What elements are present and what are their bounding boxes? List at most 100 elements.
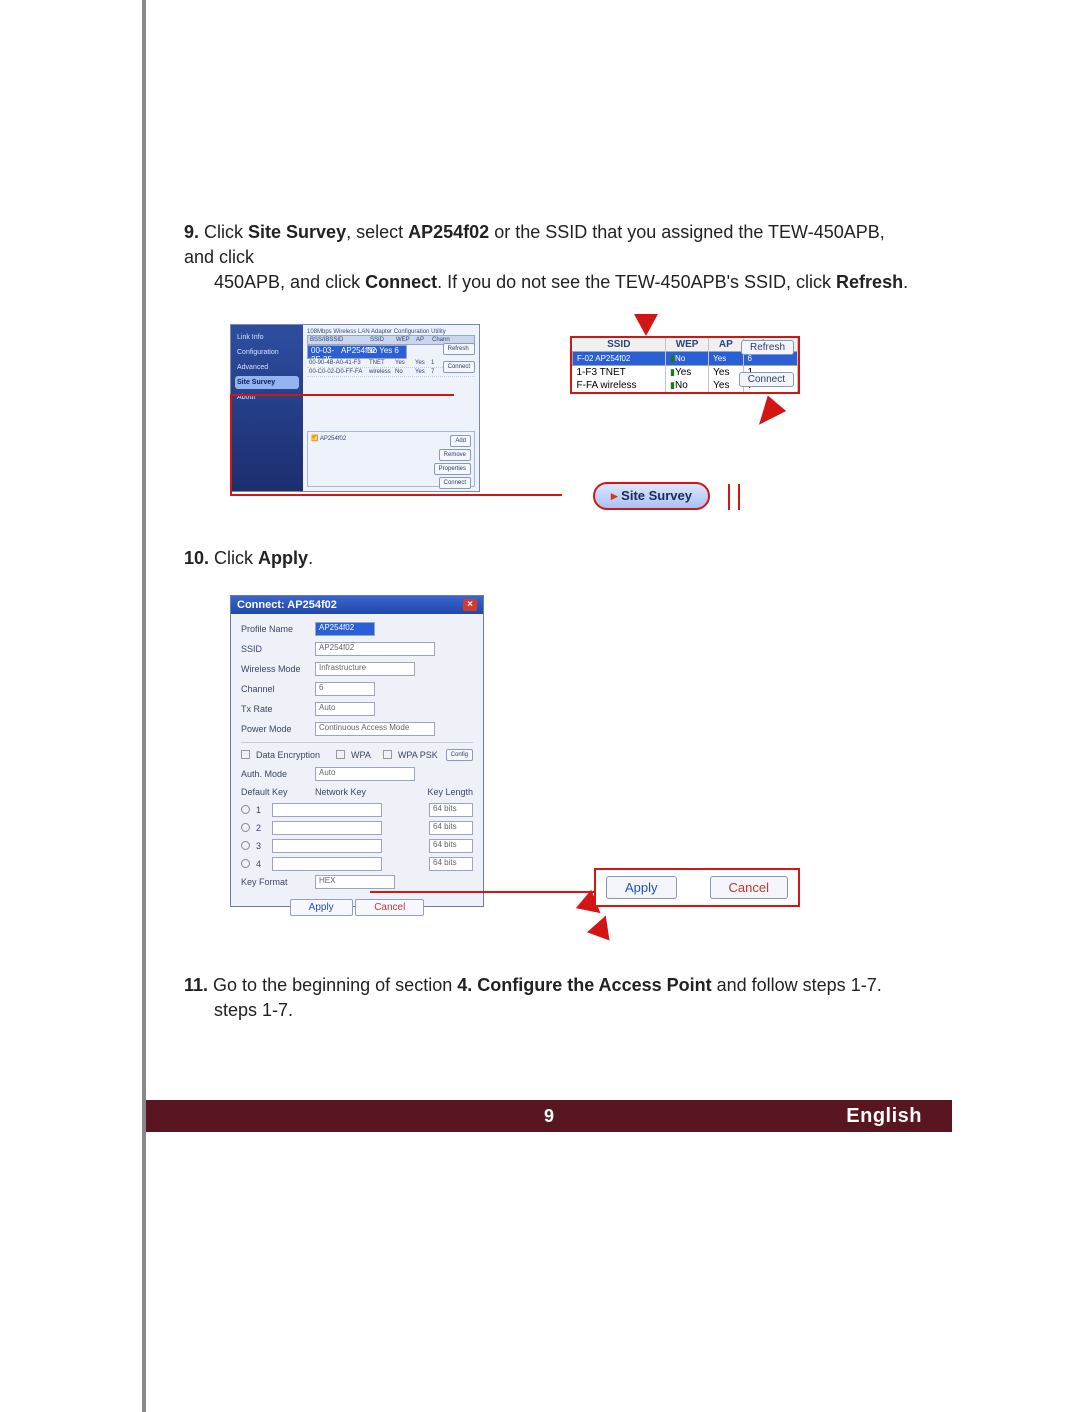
content-area: 9. Click Site Survey, select AP254f02 or… xyxy=(146,0,952,1023)
page-footer: 9 English xyxy=(146,1100,952,1132)
close-icon[interactable]: × xyxy=(463,599,477,611)
txrate-select[interactable]: Auto xyxy=(315,702,375,716)
network-key-input[interactable] xyxy=(272,839,382,853)
step-10: 10. Click Apply. xyxy=(184,546,914,571)
apply-button[interactable]: Apply xyxy=(606,876,677,899)
label: Data Encryption xyxy=(256,750,320,760)
bold: Site Survey xyxy=(248,222,346,242)
t: , select xyxy=(346,222,408,242)
step-text: Click Site Survey, select AP254f02 or th… xyxy=(184,222,914,296)
wifi-icon: 📶 xyxy=(311,436,318,442)
key-row: 364 bits xyxy=(241,839,473,853)
radio-icon[interactable] xyxy=(241,805,250,814)
network-key-input[interactable] xyxy=(272,803,382,817)
connect-button[interactable]: Connect xyxy=(443,361,475,373)
dialog-title: Connect: AP254f02 xyxy=(237,599,337,611)
checkbox-icon[interactable] xyxy=(336,750,345,759)
t: . If you do not see the TEW-450APB's SSI… xyxy=(437,272,836,292)
label: Auth. Mode xyxy=(241,769,309,779)
profile-name-input[interactable]: AP254f02 xyxy=(315,622,375,636)
connect-profile-button[interactable]: Connect xyxy=(439,477,471,489)
callout-box xyxy=(728,484,730,510)
cancel-button[interactable]: Cancel xyxy=(355,899,424,916)
checkbox-icon[interactable] xyxy=(383,750,392,759)
power-mode-select[interactable]: Continuous Access Mode xyxy=(315,722,435,736)
step-11: 11. Go to the beginning of section 4. Co… xyxy=(184,973,914,1023)
figure-connect-dialog: Connect: AP254f02 × Profile Name AP254f02… xyxy=(230,595,800,935)
network-key-input[interactable] xyxy=(272,857,382,871)
zoom-network-list: Refresh Connect SSID WEP AP Chann F-02 A… xyxy=(570,336,800,394)
key-format-select[interactable]: HEX xyxy=(315,875,395,889)
label: Channel xyxy=(241,684,309,694)
col: WEP xyxy=(396,337,414,343)
callout-line xyxy=(230,394,232,494)
callout-line xyxy=(370,891,594,893)
page-number: 9 xyxy=(544,1106,554,1127)
bold: 4. Configure the Access Point xyxy=(457,975,711,995)
cancel-button[interactable]: Cancel xyxy=(710,876,788,899)
indent: steps 1-7. xyxy=(184,998,914,1023)
label: Network Key xyxy=(315,787,415,797)
sidebar-item-link-info[interactable]: Link Info xyxy=(235,331,299,344)
dialog-body: Profile Name AP254f02 SSID AP254f02 Wirele… xyxy=(231,614,483,924)
sidebar-item-configuration[interactable]: Configuration xyxy=(235,346,299,359)
network-key-input[interactable] xyxy=(272,821,382,835)
sidebar-item-about[interactable]: About xyxy=(235,391,299,404)
t: and follow steps 1-7. xyxy=(712,975,882,995)
radio-icon[interactable] xyxy=(241,859,250,868)
connect-dialog: Connect: AP254f02 × Profile Name AP254f02… xyxy=(230,595,484,907)
t: Go to the beginning of section xyxy=(213,975,457,995)
connect-button[interactable]: Connect xyxy=(739,372,794,387)
callout-line xyxy=(230,494,562,496)
bold: Connect xyxy=(365,272,437,292)
ssid-input[interactable]: AP254f02 xyxy=(315,642,435,656)
checkbox-icon[interactable] xyxy=(241,750,250,759)
arrow-down-icon xyxy=(634,314,658,336)
remove-button[interactable]: Remove xyxy=(439,449,471,461)
page-frame: 9. Click Site Survey, select AP254f02 or… xyxy=(142,0,952,1412)
profile-panel: 📶 AP254f02 Add Remove Properties Connect xyxy=(307,431,475,487)
channel-select[interactable]: 6 xyxy=(315,682,375,696)
key-row: 464 bits xyxy=(241,857,473,871)
key-rows: 164 bits264 bits364 bits464 bits xyxy=(241,803,473,871)
sidebar-item-site-survey[interactable]: Site Survey xyxy=(235,376,299,389)
available-network-panel: 108Mbps Wireless LAN Adapter Configurati… xyxy=(303,325,479,491)
step-number: 11. xyxy=(184,975,208,995)
label: SSID xyxy=(241,644,309,654)
label: Profile Name xyxy=(241,624,309,634)
col: SSID xyxy=(370,337,394,343)
add-button[interactable]: Add xyxy=(450,435,471,447)
sidebar-item-advanced[interactable]: Advanced xyxy=(235,361,299,374)
label: Key Format xyxy=(241,877,309,887)
step-number: 10. xyxy=(184,548,209,568)
key-row: 164 bits xyxy=(241,803,473,817)
key-length-select[interactable]: 64 bits xyxy=(429,821,473,835)
label: WPA PSK xyxy=(398,750,438,760)
apply-button[interactable]: Apply xyxy=(290,899,353,916)
arrow-icon xyxy=(750,395,786,432)
properties-button[interactable]: Properties xyxy=(434,463,471,475)
config-utility-window: Link Info Configuration Advanced Site Su… xyxy=(230,324,480,492)
config-button[interactable]: Config xyxy=(446,749,473,761)
t: . xyxy=(308,548,313,568)
refresh-button[interactable]: Refresh xyxy=(741,340,794,355)
step-number: 9. xyxy=(184,222,199,242)
key-length-select[interactable]: 64 bits xyxy=(429,839,473,853)
radio-icon[interactable] xyxy=(241,841,250,850)
key-length-select[interactable]: 64 bits xyxy=(429,857,473,871)
site-survey-pill[interactable]: Site Survey xyxy=(593,482,710,510)
label: Key Length xyxy=(427,787,473,797)
bold: Apply xyxy=(258,548,308,568)
auth-mode-select[interactable]: Auto xyxy=(315,767,415,781)
t: Click xyxy=(214,548,258,568)
col: BSS/IBSSID xyxy=(310,337,368,343)
radio-icon[interactable] xyxy=(241,823,250,832)
refresh-button[interactable]: Refresh xyxy=(443,343,475,355)
label: Default Key xyxy=(241,787,309,797)
network-row[interactable]: 00-03-2F-25-4F-02AP254f02NoYes6 xyxy=(307,345,407,359)
wireless-mode-select[interactable]: Infrastructure xyxy=(315,662,415,676)
label: Wireless Mode xyxy=(241,664,309,674)
key-length-select[interactable]: 64 bits xyxy=(429,803,473,817)
label: Power Mode xyxy=(241,724,309,734)
col: AP xyxy=(709,338,743,352)
